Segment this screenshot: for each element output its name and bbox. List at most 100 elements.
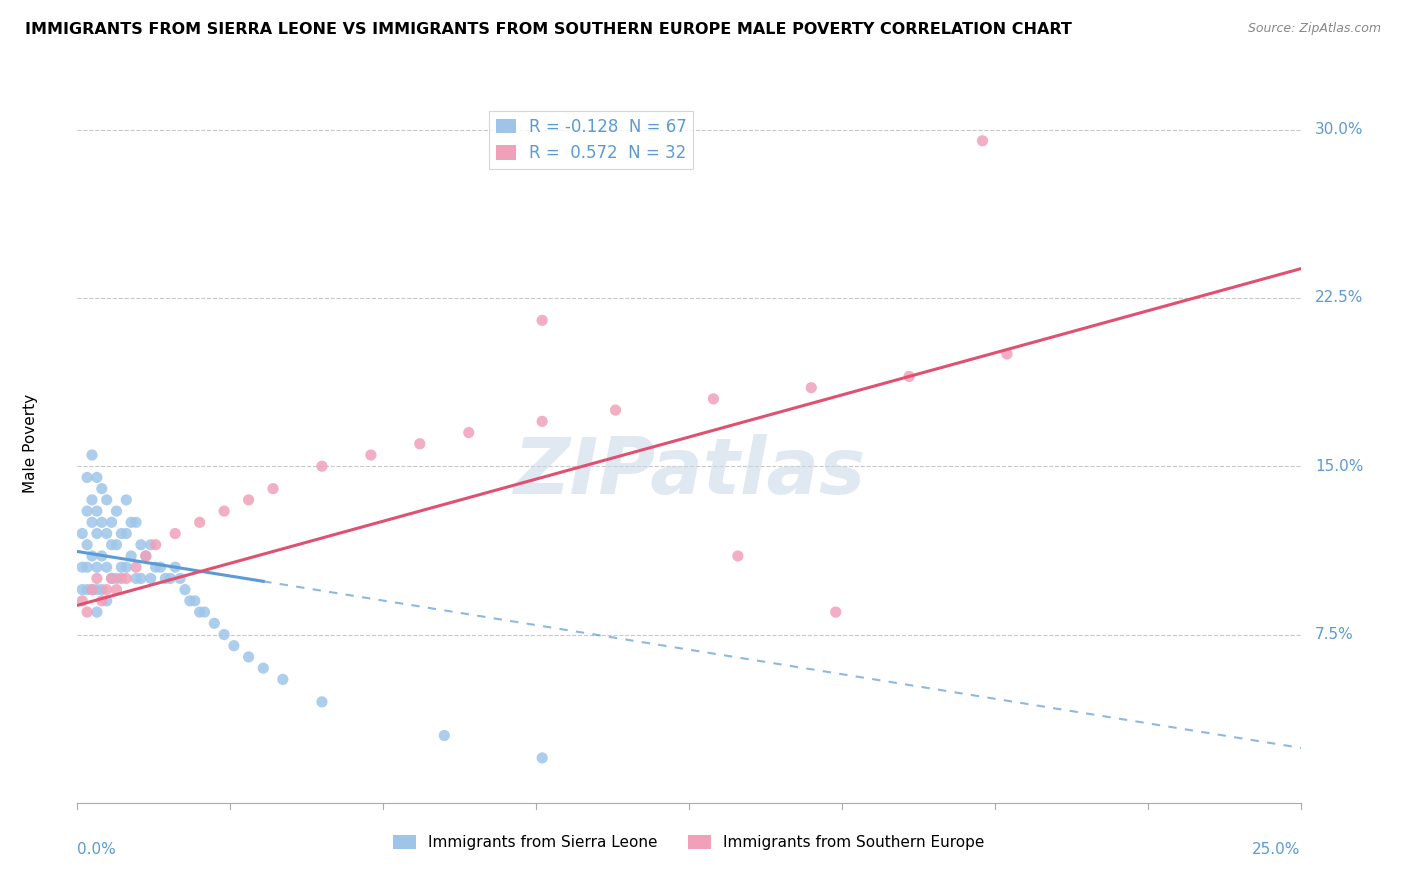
Point [129,571,152,585]
Point [727,549,749,563]
Point [174,582,197,597]
Point [202,616,225,631]
Point [165,526,187,541]
Point [96,594,118,608]
Point [212,504,235,518]
Point [898,369,921,384]
Point [120,549,142,563]
Point [80,448,103,462]
Point [86,571,108,585]
Point [100,571,122,585]
Point [96,492,118,507]
Point [76,560,98,574]
Text: 22.5%: 22.5% [1315,291,1364,305]
Point [433,729,456,743]
Point [409,436,432,450]
Point [188,605,211,619]
Point [90,482,112,496]
Point [125,516,148,530]
Point [90,549,112,563]
Text: 25.0%: 25.0% [1253,842,1301,857]
Point [360,448,382,462]
Point [311,459,333,474]
Point [110,560,132,574]
Legend: R = -0.128  N = 67, R =  0.572  N = 32: R = -0.128 N = 67, R = 0.572 N = 32 [489,111,693,169]
Point [238,649,260,664]
Point [271,673,294,687]
Text: 7.5%: 7.5% [1315,627,1354,642]
Point [125,571,148,585]
Point [145,538,167,552]
Point [70,560,93,574]
Point [972,134,994,148]
Point [100,538,122,552]
Point [135,549,157,563]
Text: 15.0%: 15.0% [1315,458,1364,474]
Point [605,403,627,417]
Point [86,526,108,541]
Point [86,504,108,518]
Point [80,492,103,507]
Text: IMMIGRANTS FROM SIERRA LEONE VS IMMIGRANTS FROM SOUTHERN EUROPE MALE POVERTY COR: IMMIGRANTS FROM SIERRA LEONE VS IMMIGRAN… [25,22,1073,37]
Text: 0.0%: 0.0% [77,842,117,857]
Point [96,582,118,597]
Point [188,516,211,530]
Point [702,392,724,406]
Point [105,504,128,518]
Point [139,571,162,585]
Point [149,560,172,574]
Point [90,516,112,530]
Point [76,582,98,597]
Point [86,605,108,619]
Point [457,425,479,440]
Point [800,381,823,395]
Point [115,526,138,541]
Point [155,571,177,585]
Point [115,492,138,507]
Point [824,605,846,619]
Point [76,605,98,619]
Point [70,594,93,608]
Point [531,313,554,327]
Point [70,582,93,597]
Text: Male Poverty: Male Poverty [24,394,38,493]
Point [139,538,162,552]
Point [252,661,274,675]
Point [90,582,112,597]
Point [193,605,215,619]
Point [105,571,128,585]
Point [145,560,167,574]
Point [222,639,245,653]
Point [115,571,138,585]
Point [86,582,108,597]
Point [531,414,554,428]
Point [179,594,201,608]
Point [995,347,1018,361]
Point [80,582,103,597]
Point [238,492,260,507]
Text: ZIPatlas: ZIPatlas [513,434,865,510]
Point [86,470,108,484]
Point [105,538,128,552]
Point [129,538,152,552]
Point [96,560,118,574]
Point [125,560,148,574]
Point [184,594,207,608]
Point [110,526,132,541]
Point [531,751,554,765]
Text: Source: ZipAtlas.com: Source: ZipAtlas.com [1247,22,1381,36]
Point [76,538,98,552]
Point [262,482,284,496]
Point [120,516,142,530]
Point [80,516,103,530]
Point [96,526,118,541]
Point [80,582,103,597]
Point [76,470,98,484]
Point [159,571,181,585]
Text: 30.0%: 30.0% [1315,122,1364,137]
Point [110,571,132,585]
Point [80,549,103,563]
Point [115,560,138,574]
Point [100,516,122,530]
Point [86,560,108,574]
